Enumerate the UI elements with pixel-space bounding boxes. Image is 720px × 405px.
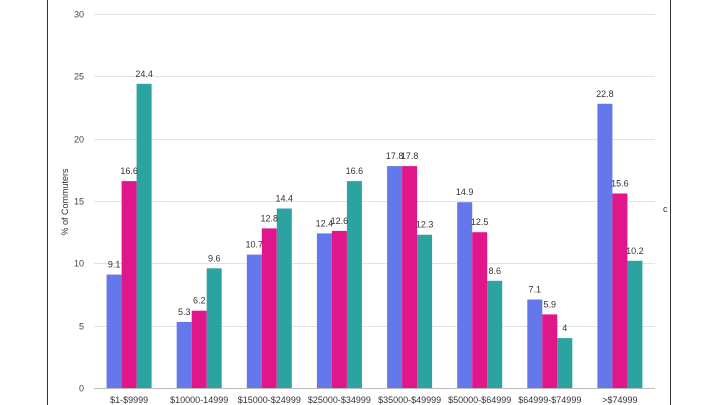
data-label: 5.9 [544, 299, 557, 309]
data-label: 6.2 [193, 296, 206, 306]
data-label: 15.6 [611, 179, 629, 189]
bar [191, 310, 207, 388]
bar [136, 83, 152, 389]
x-category-label: $15000-$24999 [238, 395, 301, 405]
y-axis-title: % of Commuters [60, 168, 70, 236]
bar [346, 181, 362, 388]
data-label: 24.4 [135, 69, 153, 79]
x-category-label: $1-$9999 [110, 395, 148, 405]
bar [402, 166, 418, 388]
bar [261, 228, 277, 388]
data-label: 12.8 [261, 213, 279, 223]
data-label: 10.2 [626, 246, 644, 256]
data-label: 4 [562, 323, 567, 333]
data-label: 8.6 [488, 266, 501, 276]
x-category-label: $64999-$74999 [518, 395, 581, 405]
data-label: 22.8 [596, 89, 614, 99]
bar [472, 232, 488, 388]
bar [206, 268, 222, 388]
x-category-label: $50000-$64999 [448, 395, 511, 405]
bar [527, 299, 543, 388]
bar [417, 234, 433, 388]
bar [487, 280, 503, 388]
bar [612, 193, 628, 388]
bar [557, 338, 573, 388]
bar [542, 314, 558, 388]
y-tick-label: 10 [74, 259, 84, 269]
y-tick-label: 5 [79, 322, 84, 332]
bar [387, 166, 403, 388]
data-label: 7.1 [529, 285, 542, 295]
data-label: 12.4 [316, 218, 334, 228]
bar [176, 321, 192, 388]
data-label: 12.6 [331, 216, 349, 226]
y-tick-label: 25 [74, 72, 84, 82]
bar [121, 181, 137, 388]
bar [331, 230, 347, 388]
bar [457, 202, 473, 388]
x-category-label: $35000-$49999 [378, 395, 441, 405]
y-tick-label: 20 [74, 135, 84, 145]
bar [106, 274, 122, 388]
data-label: 12.3 [416, 220, 434, 230]
x-axis-categories: $1-$9999 $10000-14999 $15000-$24999 $25000-… [110, 395, 637, 405]
data-label: 14.9 [456, 187, 474, 197]
bar [316, 233, 332, 388]
data-label: 10.7 [246, 240, 264, 250]
y-tick-label: 30 [74, 10, 84, 20]
bars [106, 83, 643, 389]
data-label: 16.6 [120, 166, 138, 176]
bar [597, 103, 613, 389]
x-category-label: $10000-14999 [170, 395, 228, 405]
y-tick-label: 0 [79, 384, 84, 394]
data-label: 9.6 [208, 253, 221, 263]
y-axis-ticks: 0 5 10 15 20 25 30 [74, 10, 84, 394]
data-label: 17.8 [401, 151, 419, 161]
data-labels: 9.1 16.6 24.4 5.36.2 9.6 10.7 12.8 14.4 12.412.6… [108, 69, 644, 333]
bar [627, 260, 643, 388]
data-label: 17.8 [386, 151, 404, 161]
data-label: 16.6 [346, 166, 364, 176]
data-label: 12.5 [471, 217, 489, 227]
data-label: 9.1 [108, 260, 121, 270]
data-label: 5.3 [178, 307, 191, 317]
bar [276, 208, 292, 388]
bar [246, 254, 262, 388]
x-category-label: $25000-$34999 [308, 395, 371, 405]
x-category-label: >$74999 [602, 395, 637, 405]
edge-text-fragment: c [663, 204, 668, 214]
data-label: 14.4 [276, 194, 294, 204]
y-tick-label: 15 [74, 197, 84, 207]
